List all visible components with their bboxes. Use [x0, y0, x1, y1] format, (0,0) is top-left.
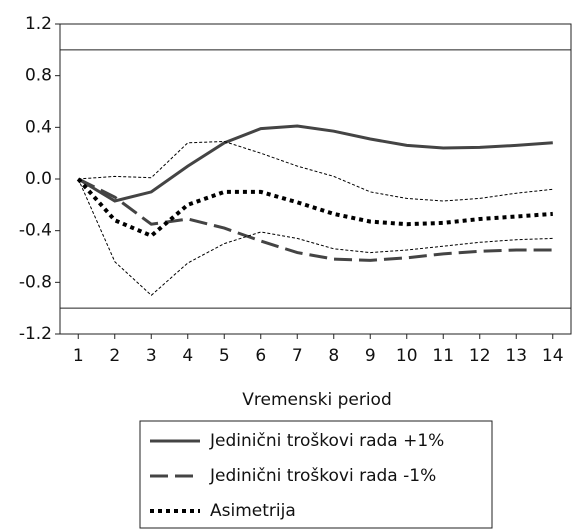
series-line — [77, 124, 553, 203]
x-axis-label: Vremenski period — [242, 390, 391, 410]
y-tick-label: -1.2 — [19, 324, 52, 344]
x-tick-label: 4 — [182, 346, 193, 366]
y-tick-label: 1.2 — [25, 14, 52, 34]
y-tick-label: 0.4 — [25, 117, 52, 137]
x-tick-label: 7 — [292, 346, 303, 366]
series-line — [77, 178, 553, 296]
x-tick-label: 6 — [255, 346, 266, 366]
x-tick-label: 14 — [542, 346, 564, 366]
series-line — [78, 140, 553, 202]
x-tick-label: 3 — [146, 346, 157, 366]
series-line — [76, 177, 553, 239]
legend-label: Jedinični troškovi rada -1% — [209, 466, 436, 486]
x-tick-label: 1 — [73, 346, 84, 366]
y-tick-label: 0.8 — [25, 66, 52, 86]
x-tick-label: 10 — [396, 346, 418, 366]
x-tick-label: 9 — [365, 346, 376, 366]
plot-frame — [59, 23, 572, 335]
y-tick-label: -0.8 — [19, 272, 52, 292]
legend-label: Jedinični troškovi rada +1% — [209, 431, 444, 451]
y-tick-label: -0.4 — [19, 221, 52, 241]
y-tick-label: 0.0 — [25, 169, 52, 189]
x-tick-label: 11 — [432, 346, 454, 366]
x-tick-label: 13 — [505, 346, 527, 366]
x-tick-label: 8 — [328, 346, 339, 366]
x-tick-label: 12 — [469, 346, 491, 366]
x-tick-label: 2 — [109, 346, 120, 366]
legend-label: Asimetrija — [210, 501, 296, 521]
series-line — [77, 177, 553, 262]
x-tick-label: 5 — [219, 346, 230, 366]
